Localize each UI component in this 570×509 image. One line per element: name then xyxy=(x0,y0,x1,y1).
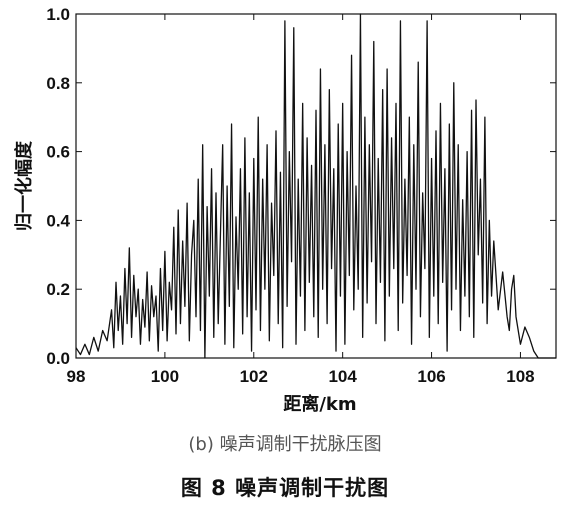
figure-caption: 图 8 噪声调制干扰图 xyxy=(180,476,390,500)
figure-subcaption: (b) 噪声调制干扰脉压图 xyxy=(188,434,382,455)
y-tick-label: 0.6 xyxy=(46,143,70,162)
x-tick-label: 104 xyxy=(328,367,357,386)
x-tick-label: 100 xyxy=(151,367,179,386)
axis-ticks: 98 100 102 104 106 108 0.0 0.2 0.4 0.6 0.8 1.0 xyxy=(46,5,556,386)
y-tick-label: 0.8 xyxy=(46,74,70,93)
y-tick-label: 0.2 xyxy=(46,280,70,299)
x-axis-label: 距离/km xyxy=(283,393,356,415)
y-tick-label: 1.0 xyxy=(46,5,70,24)
x-tick-label: 108 xyxy=(506,367,534,386)
series-line-0 xyxy=(75,13,556,359)
x-tick-label: 98 xyxy=(67,367,86,386)
x-tick-label: 106 xyxy=(417,367,445,386)
plot-frame xyxy=(75,13,557,359)
y-tick-label: 0.0 xyxy=(46,349,70,368)
y-axis-label: 归一化幅度 xyxy=(13,140,35,231)
plot-area xyxy=(75,13,557,359)
y-tick-label: 0.4 xyxy=(46,211,70,230)
x-tick-label: 102 xyxy=(240,367,268,386)
line-chart: 98 100 102 104 106 108 0.0 0.2 0.4 0.6 0.8 1.0 距离/k… xyxy=(13,5,557,415)
